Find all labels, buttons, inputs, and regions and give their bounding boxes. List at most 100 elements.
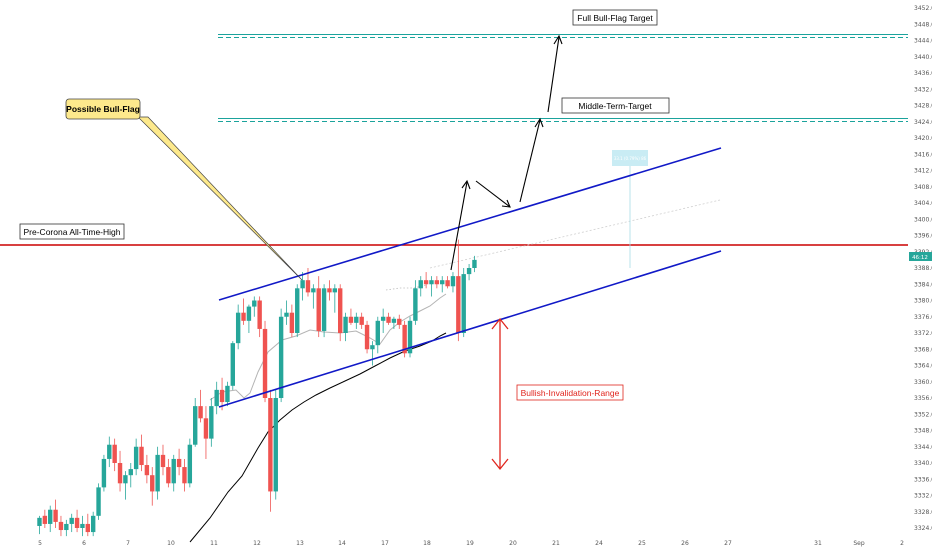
candle-body [445, 280, 450, 287]
candle-body [321, 288, 327, 331]
date-tick: Sep [853, 540, 865, 547]
candle-body [338, 288, 343, 333]
candle-body [171, 458, 176, 484]
candle-body [48, 509, 53, 524]
invalidation-label[interactable]: Bullish-Invalidation-Range [516, 384, 624, 401]
candle-body [37, 517, 42, 526]
slow-moving-average [189, 332, 447, 543]
candle [150, 467, 155, 506]
candle [235, 304, 241, 350]
candle-body [58, 521, 64, 531]
full-bull-flag-target-label[interactable]: Full Bull-Flag Target [572, 9, 658, 26]
candle-body [359, 316, 364, 325]
candle-body [150, 475, 155, 492]
date-tick: 26 [681, 540, 689, 547]
candle [300, 272, 305, 301]
candle-body [348, 316, 354, 323]
candle-body [418, 280, 423, 289]
candle [332, 284, 338, 313]
candlesticks [37, 239, 477, 537]
channel-midline-extension [429, 199, 721, 269]
candle [321, 284, 327, 338]
price-tick: 3352.0 [914, 411, 932, 418]
price-tick: 3376.0 [914, 314, 932, 321]
candle [90, 511, 96, 537]
candle-body [450, 276, 456, 287]
candle-body [209, 406, 214, 439]
candle-body [311, 288, 316, 293]
price-tick: 3372.0 [914, 330, 932, 337]
candle-body [80, 523, 85, 528]
candle [456, 239, 461, 342]
date-tick: 20 [509, 540, 517, 547]
candle [85, 513, 91, 537]
candle-body [128, 469, 133, 476]
candle-body [214, 389, 219, 407]
candle-body [85, 523, 91, 533]
candle-body [176, 458, 182, 468]
candle [311, 284, 316, 309]
price-tick: 3368.0 [914, 346, 932, 353]
date-axis: 5 6 7 10 11 12 13 14 17 18 19 20 21 24 25 26 27 31 Sep 2 [38, 540, 904, 547]
bull-flag-callout[interactable]: Possible Bull-Flag [65, 98, 303, 281]
candle-body [69, 517, 74, 524]
invalidation-range-arrow[interactable] [491, 317, 509, 471]
candle [370, 341, 375, 366]
candle [96, 483, 101, 520]
candle-body [107, 444, 112, 459]
candle [241, 298, 246, 325]
invalidation-text: Bullish-Invalidation-Range [521, 388, 620, 398]
candle [284, 300, 289, 325]
candle-body [187, 444, 193, 484]
price-tick: 3336.0 [914, 476, 932, 483]
price-tick: 3332.0 [914, 493, 932, 500]
full-bull-flag-target-level[interactable] [218, 34, 908, 38]
current-price-text: 46:12 [912, 255, 928, 261]
price-tick: 3380.0 [914, 298, 932, 305]
candle [402, 320, 407, 358]
candle-body [117, 463, 123, 484]
candle [133, 438, 139, 476]
candle-body [160, 454, 166, 468]
candle [225, 381, 230, 407]
candle [230, 341, 235, 390]
channel-lower-line[interactable] [218, 250, 722, 408]
price-tick: 3340.0 [914, 460, 932, 467]
candle [171, 454, 176, 492]
candle [160, 444, 166, 476]
price-tick: 3448.0 [914, 21, 932, 28]
candle [338, 284, 343, 342]
candle-body [252, 300, 257, 307]
candle [117, 450, 123, 492]
candle [429, 276, 434, 297]
candle [69, 513, 74, 533]
candle [53, 499, 58, 528]
candle [278, 308, 284, 403]
candle [440, 276, 445, 293]
date-tick: 18 [423, 540, 431, 547]
candle [418, 276, 423, 297]
channel-upper-line[interactable] [218, 147, 722, 301]
pre-corona-ath-text: Pre-Corona All-Time-High [24, 227, 121, 237]
candle-body [472, 259, 477, 268]
candle [375, 316, 380, 354]
candle-body [434, 280, 440, 285]
pre-corona-ath-label[interactable]: Pre-Corona All-Time-High [19, 223, 125, 240]
current-price-tag[interactable]: 46:12 [909, 252, 932, 261]
candle [128, 463, 133, 488]
price-tick: 3440.0 [914, 54, 932, 61]
candle [450, 272, 456, 293]
candle [42, 509, 48, 528]
candle [48, 505, 53, 533]
candle [413, 280, 418, 325]
middle-term-target-level[interactable] [218, 118, 908, 122]
projected-path[interactable] [450, 34, 563, 271]
date-tick: 24 [595, 540, 603, 547]
price-tick: 3328.0 [914, 509, 932, 516]
middle-term-target-label[interactable]: Middle-Term-Target [561, 97, 670, 114]
candle-body [461, 274, 466, 333]
candle-body [391, 318, 397, 323]
candle-body [354, 316, 359, 323]
candle-body [429, 280, 434, 285]
candle [155, 446, 160, 500]
